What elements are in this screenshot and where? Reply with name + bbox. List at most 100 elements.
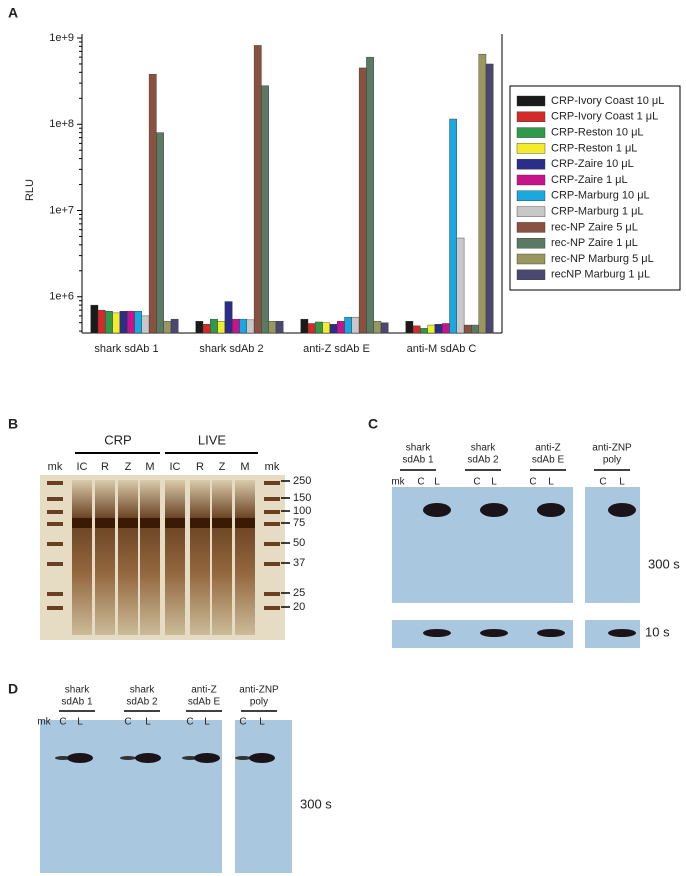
- lane-band: [235, 518, 255, 528]
- lane-label: L: [491, 477, 497, 488]
- legend-swatch: [516, 158, 546, 170]
- exposure-label: 300 s: [648, 556, 680, 571]
- legend-swatch: [516, 269, 546, 280]
- lane-label: M: [145, 461, 154, 473]
- marker-band: [264, 522, 280, 526]
- blot: [40, 720, 222, 873]
- bar: [119, 311, 128, 334]
- y-tick-label: 1e+8: [49, 118, 74, 130]
- legend-swatch: [516, 190, 546, 202]
- lane: [140, 480, 160, 635]
- legend-label: rec-NP Marburg 5 μL: [551, 253, 654, 265]
- bar: [112, 312, 121, 334]
- column-label: anti-ZNP: [592, 443, 632, 454]
- bar: [224, 301, 233, 334]
- bar: [373, 321, 382, 334]
- marker-band: [47, 592, 63, 596]
- column-label: anti-Z: [535, 443, 561, 454]
- lane-label: L: [145, 717, 151, 728]
- band: [182, 756, 198, 760]
- lane-label: M: [240, 461, 249, 473]
- bar: [275, 321, 284, 334]
- column-label: poly: [603, 455, 621, 466]
- lane-label: L: [434, 477, 440, 488]
- lane: [190, 480, 210, 635]
- legend-swatch: [516, 253, 546, 265]
- band: [423, 503, 451, 517]
- marker-label: 75: [293, 517, 305, 529]
- column-label: sdAb 2: [467, 455, 499, 466]
- legend-label: CRP-Ivory Coast 1 μL: [551, 111, 658, 123]
- lane-band: [95, 518, 115, 528]
- lane-label: L: [77, 717, 83, 728]
- lane-band: [190, 518, 210, 528]
- column-label: shark: [406, 443, 431, 454]
- legend-label: rec-NP Zaire 1 μL: [551, 237, 638, 249]
- column-label: sdAb 1: [402, 455, 434, 466]
- marker-label: 150: [293, 492, 311, 504]
- lane: [72, 480, 92, 635]
- bar: [148, 74, 157, 334]
- marker-band: [264, 497, 280, 501]
- bar: [405, 321, 414, 334]
- y-tick-label: 1e+9: [49, 32, 74, 44]
- bar: [134, 311, 143, 334]
- legend-swatch: [516, 222, 546, 233]
- bar: [202, 324, 211, 334]
- bar: [337, 321, 345, 334]
- panel-label: A: [8, 5, 18, 21]
- marker-label: 37: [293, 557, 305, 569]
- bar: [463, 324, 472, 334]
- bar: [329, 324, 338, 334]
- x-tick-label: anti-Z sdAb E: [303, 343, 370, 355]
- x-tick-label: anti-M sdAb C: [407, 343, 477, 355]
- lane-label: mk: [37, 717, 51, 728]
- exposure-label: 300 s: [300, 796, 332, 811]
- marker-band: [264, 562, 280, 566]
- lane-label: C: [529, 477, 536, 488]
- bar: [156, 132, 164, 334]
- column-label: sdAb E: [188, 697, 221, 708]
- legend-label: CRP-Reston 10 μL: [551, 127, 644, 139]
- bar: [380, 322, 389, 334]
- lane-label: C: [124, 717, 131, 728]
- lane-label: C: [59, 717, 66, 728]
- legend-label: CRP-Reston 1 μL: [551, 142, 637, 154]
- marker-band: [264, 510, 280, 514]
- legend-swatch: [516, 111, 546, 123]
- band: [135, 753, 161, 763]
- legend-label: CRP-Zaire 10 μL: [551, 158, 634, 170]
- bar: [163, 321, 172, 334]
- band: [537, 629, 565, 637]
- bar: [358, 67, 367, 334]
- bar: [478, 53, 487, 334]
- band: [608, 503, 636, 517]
- bar: [434, 324, 443, 334]
- marker-label: 20: [293, 601, 305, 613]
- marker-band: [47, 522, 63, 526]
- lane-label: IC: [170, 461, 181, 473]
- bar: [170, 318, 179, 334]
- lane-label: mk: [265, 461, 280, 473]
- x-tick-label: shark sdAb 1: [94, 343, 158, 355]
- panel-label: B: [8, 416, 18, 432]
- bar: [315, 321, 323, 334]
- band: [55, 756, 71, 760]
- bar: [239, 318, 248, 334]
- bar: [246, 319, 255, 334]
- lane: [95, 480, 115, 635]
- band: [235, 756, 251, 760]
- group-label: LIVE: [198, 432, 227, 447]
- bar: [420, 328, 428, 334]
- lane-label: mk: [391, 477, 405, 488]
- legend-swatch: [516, 206, 546, 217]
- y-tick-label: 1e+7: [49, 204, 74, 216]
- lane-label: C: [186, 717, 193, 728]
- legend-swatch: [516, 127, 546, 138]
- lane-band: [140, 518, 160, 528]
- column-label: shark: [65, 685, 90, 696]
- bar: [231, 318, 240, 334]
- bar: [97, 309, 106, 334]
- marker-band: [47, 481, 63, 485]
- band: [194, 753, 220, 763]
